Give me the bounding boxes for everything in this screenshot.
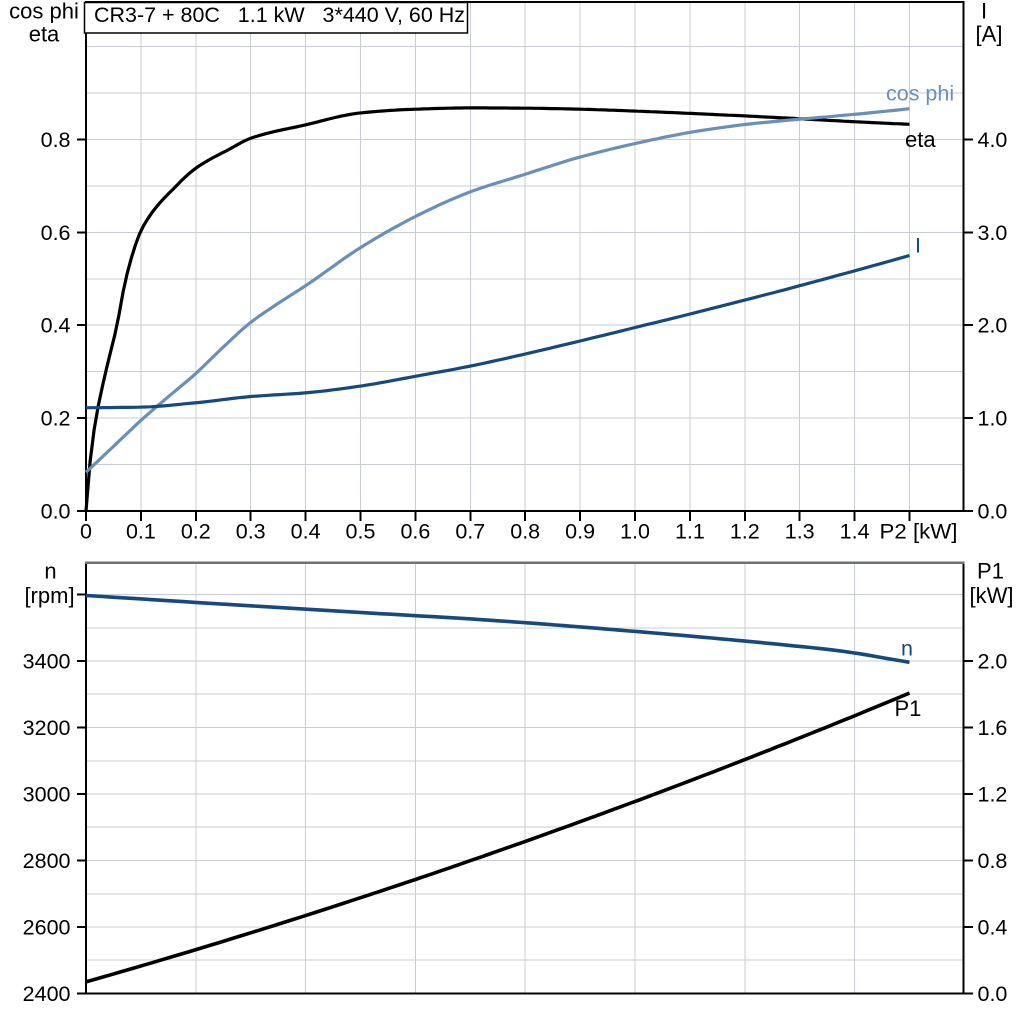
svg-text:0.0: 0.0 [978, 500, 1008, 524]
svg-text:0.4: 0.4 [41, 314, 71, 338]
svg-text:3.0: 3.0 [978, 221, 1008, 245]
svg-text:0.9: 0.9 [565, 520, 595, 544]
svg-text:1.0: 1.0 [978, 407, 1008, 431]
svg-text:1.1: 1.1 [675, 520, 705, 544]
svg-text:0.4: 0.4 [978, 916, 1008, 940]
svg-text:3400: 3400 [23, 650, 71, 674]
svg-text:0.1: 0.1 [126, 520, 156, 544]
svg-text:3200: 3200 [23, 716, 71, 740]
svg-text:2800: 2800 [23, 849, 71, 873]
svg-text:4.0: 4.0 [978, 128, 1008, 152]
svg-text:0.7: 0.7 [455, 520, 485, 544]
svg-text:0.6: 0.6 [400, 520, 430, 544]
svg-text:0: 0 [80, 520, 92, 544]
svg-text:eta: eta [29, 22, 60, 47]
svg-text:0.2: 0.2 [181, 520, 211, 544]
svg-text:0.8: 0.8 [978, 849, 1008, 873]
svg-text:1.2: 1.2 [978, 783, 1008, 807]
svg-text:[A]: [A] [976, 22, 1003, 47]
svg-text:2.0: 2.0 [978, 650, 1008, 674]
svg-text:0.4: 0.4 [291, 520, 321, 544]
svg-text:2400: 2400 [23, 982, 71, 1006]
svg-text:[rpm]: [rpm] [24, 583, 74, 608]
svg-text:n: n [44, 559, 56, 584]
svg-text:I: I [915, 234, 921, 258]
svg-text:0.3: 0.3 [236, 520, 266, 544]
svg-text:1.2: 1.2 [730, 520, 760, 544]
svg-text:1.3: 1.3 [785, 520, 815, 544]
svg-text:0.5: 0.5 [346, 520, 376, 544]
svg-text:0.6: 0.6 [41, 221, 71, 245]
svg-text:2600: 2600 [23, 916, 71, 940]
svg-text:P1: P1 [895, 696, 922, 721]
svg-text:I: I [981, 0, 987, 24]
svg-text:1.6: 1.6 [978, 716, 1008, 740]
svg-text:P1: P1 [977, 559, 1004, 584]
svg-text:0.2: 0.2 [41, 407, 71, 431]
svg-text:P2 [kW]: P2 [kW] [880, 520, 958, 544]
svg-text:cos phi: cos phi [886, 82, 954, 106]
svg-text:1.0: 1.0 [620, 520, 650, 544]
svg-text:cos phi: cos phi [9, 0, 79, 24]
svg-text:[kW]: [kW] [970, 583, 1014, 608]
svg-text:0.8: 0.8 [41, 128, 71, 152]
svg-text:CR3-7 + 80C 1.1 kW 3*440 V: CR3-7 + 80C 1.1 kW 3*440 V, 60 Hz [94, 4, 465, 27]
svg-text:2.0: 2.0 [978, 314, 1008, 338]
svg-text:1.4: 1.4 [840, 520, 870, 544]
svg-text:eta: eta [905, 127, 936, 152]
svg-text:3000: 3000 [23, 783, 71, 807]
svg-text:0.0: 0.0 [41, 500, 71, 524]
svg-text:n: n [901, 637, 913, 661]
svg-text:0.8: 0.8 [510, 520, 540, 544]
svg-text:0.0: 0.0 [978, 982, 1008, 1006]
